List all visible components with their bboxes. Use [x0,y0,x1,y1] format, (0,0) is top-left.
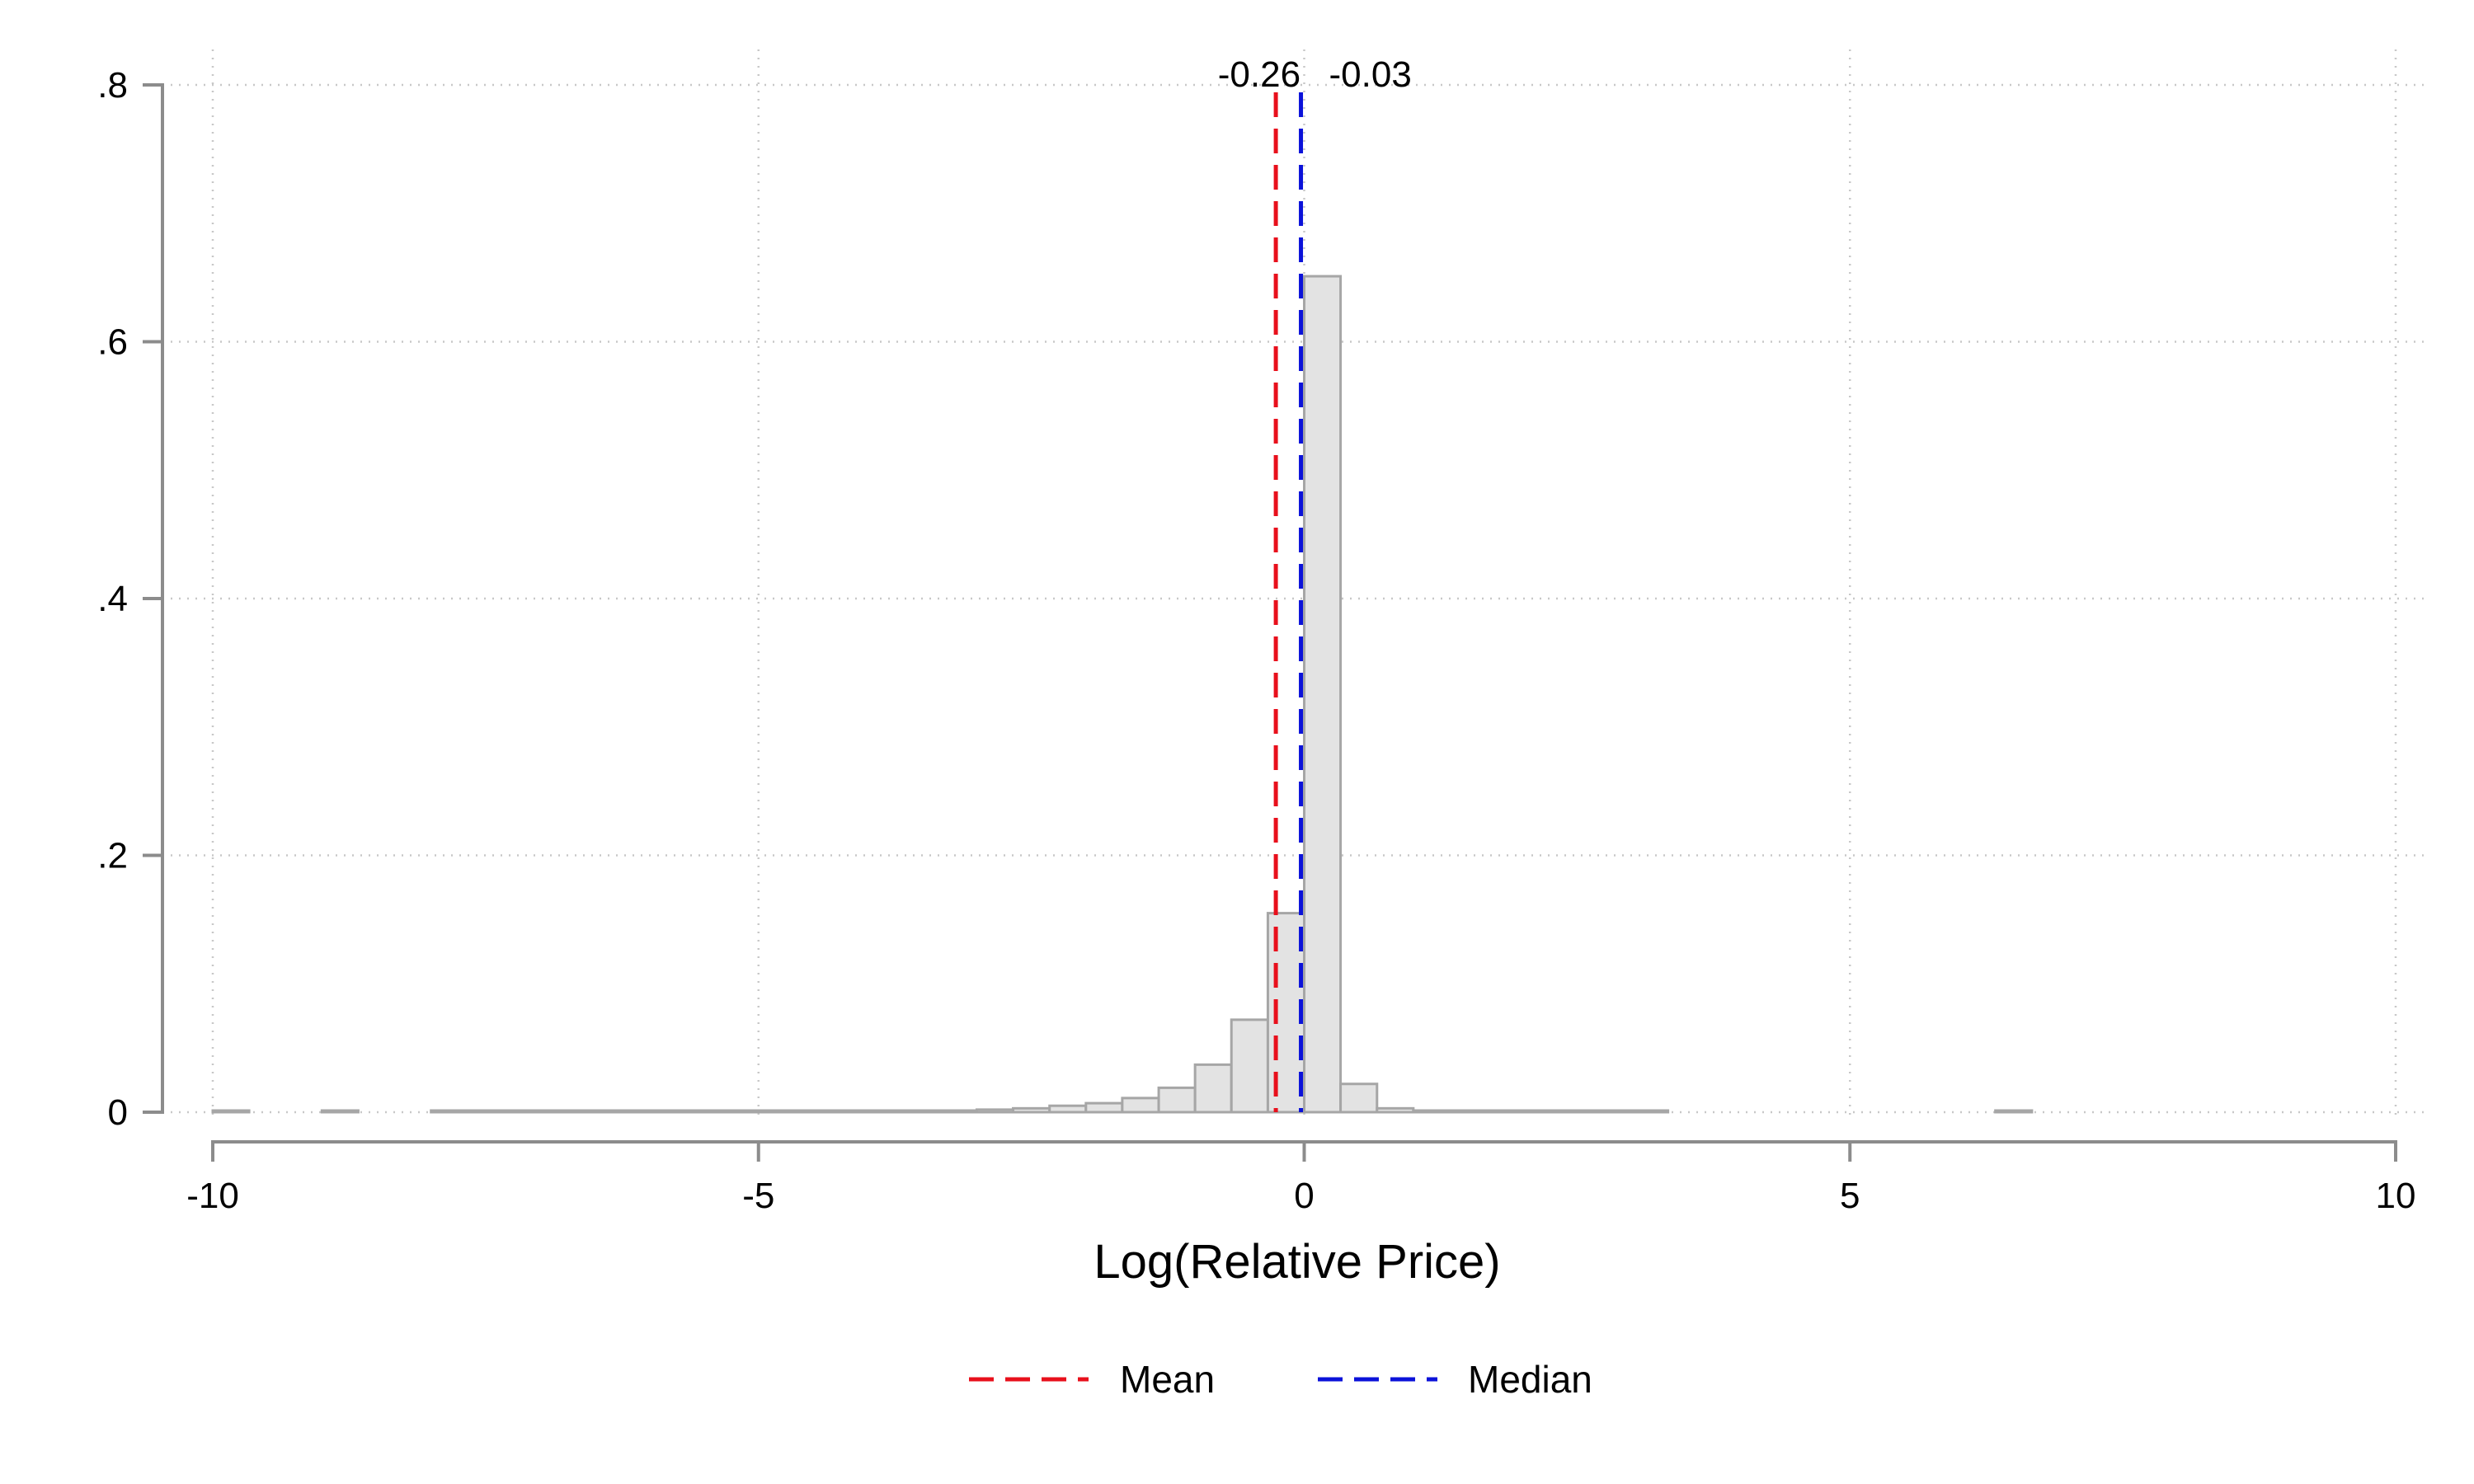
histogram-bar [1521,1109,1560,1114]
histogram-bar [1994,1109,2034,1114]
histogram-bar [1557,1109,1597,1114]
histogram-bar [502,1109,542,1114]
y-tick-label: .8 [97,65,128,106]
histogram-bar [466,1109,506,1114]
histogram-bar [1412,1109,1451,1114]
histogram-bar [1121,1097,1160,1114]
legend-label-mean: Mean [1120,1358,1215,1401]
histogram-bar [1448,1109,1488,1114]
x-tick-label: 0 [1294,1176,1314,1216]
histogram-bar [1157,1086,1197,1114]
x-tick-label: -5 [742,1176,774,1216]
legend: Mean Median [969,1358,1592,1401]
histogram-bar [320,1109,360,1114]
histogram-bar [1230,1018,1269,1114]
histogram-bar [1376,1106,1415,1114]
legend-label-median: Median [1468,1358,1592,1401]
histogram-bar [1630,1109,1670,1114]
histogram-bar [1484,1109,1524,1114]
histogram-bar [830,1109,869,1114]
y-tick-label: .4 [97,579,128,619]
reference-label-median: -0.03 [1329,54,1412,95]
x-tick-label: 5 [1840,1176,1860,1216]
histogram-bar [793,1109,833,1114]
histogram-bar [1266,912,1306,1114]
histogram-bar [721,1109,760,1114]
histogram-bar [757,1109,797,1114]
reference-lines: -0.26 -0.03 [1218,54,1412,1112]
histogram-bar [211,1109,251,1114]
axes: 0 .2 .4 .6 .8 -10 -5 0 5 10 [97,65,2415,1216]
y-tick-label: .6 [97,322,128,363]
histogram-bar [1012,1106,1051,1114]
histogram-bar [975,1108,1015,1114]
histogram-bar [430,1109,469,1114]
histogram-bar [1084,1101,1124,1114]
histogram-bar [866,1109,905,1114]
x-tick-label: -10 [186,1176,239,1216]
histogram-bar [647,1109,687,1114]
histogram-bar [1193,1063,1233,1114]
histogram-bar [938,1109,978,1114]
histogram-bar [1048,1104,1088,1114]
histogram-bar [611,1109,651,1114]
y-tick-label: .2 [97,836,128,876]
histogram-bar [684,1109,724,1114]
histogram-bar [902,1109,942,1114]
histogram-bars [211,275,2034,1114]
histogram-bar [575,1109,614,1114]
reference-label-mean: -0.26 [1218,54,1300,95]
histogram-bar [1593,1109,1634,1114]
x-tick-label: 10 [2376,1176,2416,1216]
x-axis-title: Log(Relative Price) [1094,1235,1500,1289]
histogram-bar [1339,1082,1379,1114]
y-tick-label: 0 [108,1092,128,1133]
histogram-bar [539,1109,578,1114]
histogram-bar [1303,275,1343,1114]
